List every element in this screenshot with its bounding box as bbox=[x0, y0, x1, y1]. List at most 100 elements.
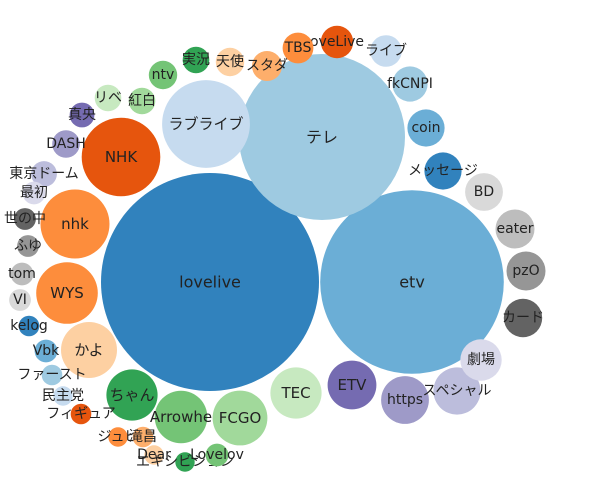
bubble-36[interactable]: 世の中 bbox=[4, 208, 46, 230]
bubble-33[interactable]: DASH bbox=[46, 130, 86, 158]
bubble-circle[interactable] bbox=[18, 315, 40, 337]
bubble-circle[interactable] bbox=[506, 251, 546, 291]
bubble-circle[interactable] bbox=[327, 360, 377, 410]
bubble-circle[interactable] bbox=[94, 84, 122, 112]
bubble-circle[interactable] bbox=[270, 367, 322, 419]
bubble-circle[interactable] bbox=[239, 54, 405, 220]
bubble-circle[interactable] bbox=[460, 339, 502, 381]
bubble-37[interactable]: ふゆ bbox=[14, 235, 42, 257]
bubble-circle[interactable] bbox=[162, 80, 250, 168]
bubble-16[interactable]: カード bbox=[502, 298, 544, 338]
bubble-circle[interactable] bbox=[40, 189, 110, 259]
bubble-26[interactable]: スタダ bbox=[246, 51, 288, 81]
bubble-circle[interactable] bbox=[17, 235, 39, 257]
bubble-circle[interactable] bbox=[52, 130, 80, 158]
bubble-19[interactable]: BD bbox=[465, 173, 503, 211]
bubble-39[interactable]: VI bbox=[9, 289, 31, 311]
bubble-circle[interactable] bbox=[128, 87, 156, 115]
bubble-35[interactable]: 最初 bbox=[20, 181, 48, 205]
bubble-11[interactable]: TEC bbox=[270, 367, 322, 419]
bubble-circle[interactable] bbox=[175, 452, 195, 472]
bubble-1[interactable]: etv bbox=[320, 190, 504, 374]
bubble-circle[interactable] bbox=[101, 173, 319, 391]
bubble-circle[interactable] bbox=[205, 443, 229, 467]
bubble-circle[interactable] bbox=[282, 32, 314, 64]
bubble-circle[interactable] bbox=[9, 289, 31, 311]
bubble-circle[interactable] bbox=[10, 262, 34, 286]
bubble-10[interactable]: FCGO bbox=[212, 390, 268, 446]
bubble-20[interactable]: メッセージ bbox=[408, 152, 478, 190]
bubble-22[interactable]: fkCNPI bbox=[387, 66, 433, 102]
bubble-32[interactable]: 真央 bbox=[68, 102, 96, 128]
bubble-circle[interactable] bbox=[41, 364, 63, 386]
bubble-circle[interactable] bbox=[70, 403, 92, 425]
bubble-circle[interactable] bbox=[320, 190, 504, 374]
bubble-2[interactable]: テレ bbox=[239, 54, 405, 220]
bubble-34[interactable]: 東京ドーム bbox=[9, 161, 79, 187]
bubble-circle[interactable] bbox=[61, 322, 117, 378]
bubble-circle[interactable] bbox=[182, 46, 210, 74]
bubble-45[interactable]: ジュピ bbox=[97, 427, 139, 447]
bubble-25[interactable]: TBS bbox=[282, 32, 314, 64]
bubble-21[interactable]: coin bbox=[407, 109, 445, 147]
bubble-15[interactable]: 劇場 bbox=[460, 339, 502, 381]
bubble-14[interactable]: スペシャル bbox=[422, 367, 492, 415]
bubble-44[interactable]: フィギュア bbox=[46, 403, 116, 425]
bubble-circle[interactable] bbox=[465, 173, 503, 211]
bubble-5[interactable]: nhk bbox=[40, 189, 110, 259]
bubble-circle[interactable] bbox=[106, 369, 158, 421]
bubble-30[interactable]: 紅白 bbox=[128, 87, 156, 115]
bubble-circle[interactable] bbox=[215, 47, 245, 77]
bubble-8[interactable]: ちゃん bbox=[106, 369, 158, 421]
bubble-circle[interactable] bbox=[36, 262, 98, 324]
bubble-circle[interactable] bbox=[53, 386, 73, 406]
bubble-12[interactable]: ETV bbox=[327, 360, 377, 410]
bubble-circle[interactable] bbox=[34, 339, 58, 363]
bubble-6[interactable]: WYS bbox=[36, 262, 98, 324]
bubble-circle[interactable] bbox=[503, 298, 543, 338]
bubble-42[interactable]: ファースト bbox=[17, 364, 87, 386]
bubble-23[interactable]: ライブ bbox=[365, 35, 407, 67]
bubble-circle[interactable] bbox=[31, 161, 57, 187]
bubble-circle[interactable] bbox=[69, 102, 95, 128]
bubble-circle[interactable] bbox=[392, 66, 428, 102]
bubble-13[interactable]: https bbox=[381, 376, 429, 424]
bubble-18[interactable]: eater bbox=[495, 209, 535, 249]
bubble-31[interactable]: リベ bbox=[94, 84, 122, 112]
bubble-38[interactable]: tom bbox=[8, 262, 36, 286]
bubble-circle[interactable] bbox=[407, 109, 445, 147]
bubble-46[interactable]: 滝昌 bbox=[129, 426, 157, 448]
bubble-28[interactable]: 実況 bbox=[182, 46, 210, 74]
bubble-27[interactable]: 天使 bbox=[215, 47, 245, 77]
bubble-circle[interactable] bbox=[424, 152, 462, 190]
bubble-47[interactable]: Dear bbox=[137, 445, 171, 465]
bubble-9[interactable]: Arrowhe bbox=[150, 390, 212, 444]
bubble-label: ちゃん bbox=[109, 386, 154, 404]
bubble-49[interactable]: Lovelov bbox=[190, 443, 244, 467]
bubble-circle[interactable] bbox=[495, 209, 535, 249]
bubble-0[interactable]: lovelive bbox=[101, 173, 319, 391]
bubble-7[interactable]: かよ bbox=[61, 322, 117, 378]
bubble-43[interactable]: 民主党 bbox=[42, 386, 84, 406]
bubble-circle[interactable] bbox=[132, 426, 154, 448]
bubble-circle[interactable] bbox=[154, 390, 208, 444]
bubble-17[interactable]: pzO bbox=[506, 251, 546, 291]
bubble-circle[interactable] bbox=[148, 60, 178, 90]
bubble-circle[interactable] bbox=[108, 427, 128, 447]
bubble-circle[interactable] bbox=[144, 445, 164, 465]
bubble-circle[interactable] bbox=[252, 51, 282, 81]
bubble-circle[interactable] bbox=[212, 390, 268, 446]
bubble-24[interactable]: oveLive bbox=[310, 25, 364, 59]
bubble-29[interactable]: ntv bbox=[148, 60, 178, 90]
bubble-circle[interactable] bbox=[320, 25, 354, 59]
bubble-circle[interactable] bbox=[22, 181, 46, 205]
bubble-circle[interactable] bbox=[381, 376, 429, 424]
bubble-40[interactable]: kelog bbox=[10, 315, 48, 337]
bubble-circle[interactable] bbox=[81, 117, 161, 197]
bubble-41[interactable]: Vbk bbox=[33, 339, 60, 363]
bubble-circle[interactable] bbox=[433, 367, 481, 415]
bubble-circle[interactable] bbox=[370, 35, 402, 67]
bubble-circle[interactable] bbox=[14, 208, 36, 230]
bubble-4[interactable]: NHK bbox=[81, 117, 161, 197]
bubble-3[interactable]: ラブライブ bbox=[162, 80, 250, 168]
